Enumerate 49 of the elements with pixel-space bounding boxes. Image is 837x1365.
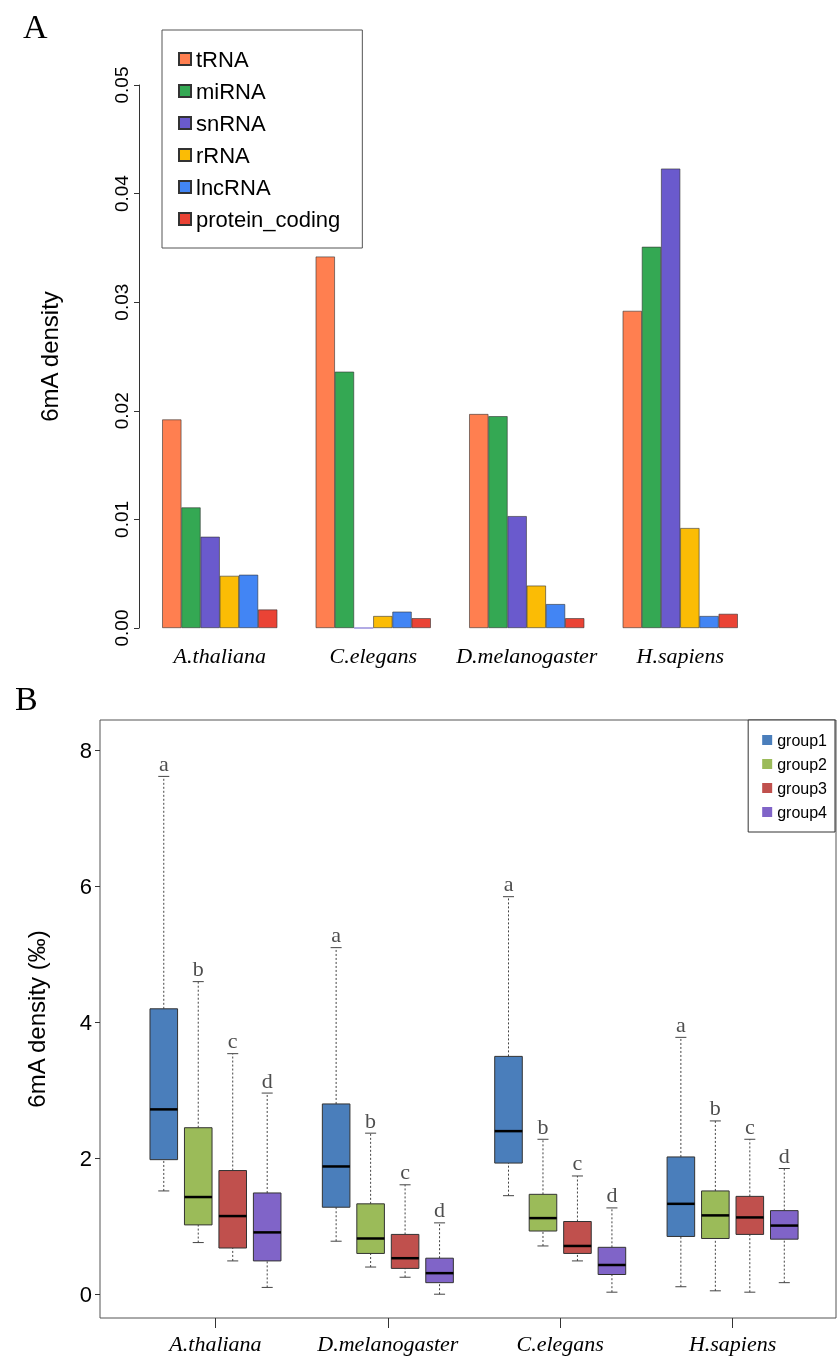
text: c [400, 1159, 410, 1185]
text: d [434, 1197, 446, 1223]
y-tick-label: 0.05 [111, 66, 132, 104]
text: d [261, 1067, 273, 1093]
y-tick-label: 0.02 [111, 392, 132, 430]
legend-label: lncRNA [196, 174, 271, 200]
y-tick-label: 0.01 [111, 500, 132, 538]
legend-label: group1 [777, 731, 828, 749]
text: d [606, 1182, 618, 1208]
x-tick-label: A.thaliana [167, 1330, 262, 1356]
legend-label: snRNA [196, 110, 267, 136]
y-axis-title: 6mA density (‰) [22, 930, 50, 1108]
text: b [365, 1107, 377, 1133]
legend-label: protein_coding [196, 206, 341, 232]
text: c [572, 1150, 583, 1176]
x-tick-label: D.melanogaster [455, 642, 598, 668]
y-axis-title: 6mA density [35, 291, 63, 422]
x-tick-label: C.elegans [516, 1330, 604, 1356]
chart-title: A [23, 7, 48, 45]
text: b [192, 956, 204, 982]
text: d [778, 1143, 790, 1168]
text: c [744, 1113, 755, 1139]
y-tick-label: 2 [79, 1145, 92, 1171]
x-tick-label: H.sapiens [687, 1330, 777, 1356]
x-tick-label: C.elegans [329, 642, 417, 668]
legend-label: rRNA [196, 142, 251, 168]
legend-label: tRNA [196, 46, 249, 72]
text: a [331, 922, 342, 948]
y-tick-label: 0.03 [111, 283, 132, 321]
legend-label: group3 [777, 779, 828, 797]
text: a [503, 871, 514, 897]
y-tick-label: 4 [79, 1009, 92, 1035]
legend-label: group4 [777, 803, 828, 821]
chart-title: B [15, 679, 38, 717]
text: b [537, 1113, 549, 1139]
text: b [709, 1095, 721, 1121]
y-tick-label: 6 [79, 873, 92, 899]
legend-label: miRNA [196, 78, 266, 104]
y-tick-label: 0.00 [111, 609, 132, 647]
x-tick-label: H.sapiens [635, 642, 724, 668]
y-tick-label: 8 [79, 738, 92, 764]
y-tick-label: 0.04 [111, 174, 132, 213]
x-tick-label: A.thaliana [171, 642, 266, 668]
text: c [227, 1028, 238, 1054]
x-tick-label: D.melanogaster [316, 1330, 459, 1356]
legend-label: group2 [777, 755, 828, 773]
y-tick-label: 0 [79, 1281, 92, 1307]
text: a [675, 1011, 686, 1037]
text: a [158, 750, 169, 776]
